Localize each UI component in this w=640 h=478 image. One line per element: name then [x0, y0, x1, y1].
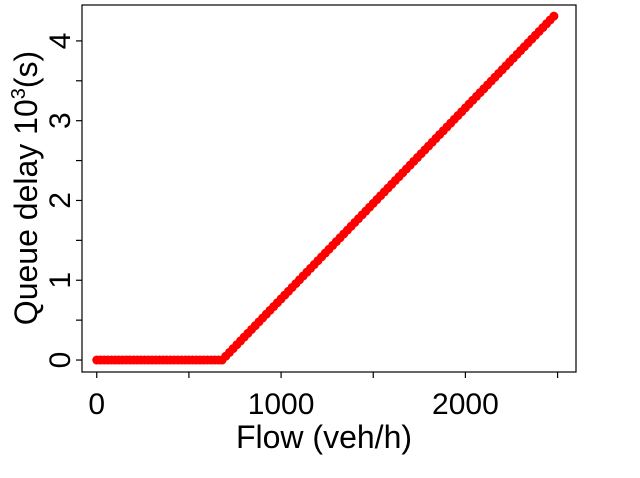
y-axis-label: Queue delay 103(s): [8, 51, 44, 325]
data-point: [549, 11, 559, 21]
y-axis-label-main: Queue delay 10: [8, 99, 44, 325]
x-tick-label: 1000: [248, 388, 315, 421]
x-axis-ticks: 0 1000 2000: [88, 372, 559, 421]
y-tick-label: 0: [44, 352, 77, 369]
y-axis-label-exponent: 3: [8, 88, 30, 99]
x-tick-label: 0: [88, 388, 105, 421]
x-axis-label: Flow (veh/h): [236, 419, 412, 455]
x-tick-label: 2000: [432, 388, 499, 421]
y-tick-label: 1: [44, 272, 77, 289]
plot-area-frame: [81, 4, 577, 373]
y-tick-label: 4: [44, 33, 77, 50]
y-axis-label-unit: (s): [8, 51, 44, 88]
y-axis-ticks: 0 1 2 3 4: [44, 33, 82, 369]
y-tick-label: 2: [44, 192, 77, 209]
data-points: [92, 11, 559, 365]
y-tick-label: 3: [44, 112, 77, 129]
